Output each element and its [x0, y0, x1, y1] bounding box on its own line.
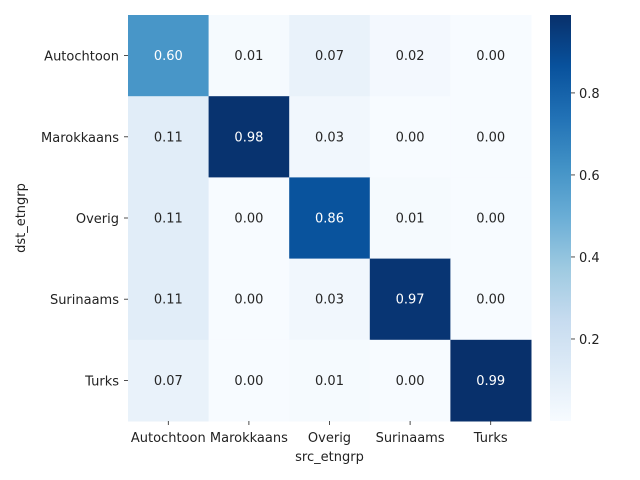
- heatmap-cell-label: 0.02: [396, 49, 425, 64]
- heatmap-cell: [450, 177, 532, 260]
- heatmap-cell-label: 0.01: [234, 49, 263, 64]
- y-tick-label: Overig: [76, 212, 119, 227]
- heatmap-cell-label: 0.11: [154, 293, 183, 308]
- heatmap-cell: [128, 96, 210, 178]
- x-tick-label: Surinaams: [376, 431, 445, 446]
- colorbar-tick-label: 0.2: [579, 333, 600, 348]
- heatmap-cell-label: 0.11: [154, 130, 183, 145]
- heatmap-cell: [450, 15, 532, 97]
- x-tick-label: Overig: [308, 431, 351, 446]
- colorbar-tick-label: 0.4: [579, 251, 600, 266]
- heatmap-cell-label: 0.99: [476, 374, 505, 389]
- heatmap-cell: [128, 177, 210, 260]
- heatmap-cell: [289, 177, 371, 260]
- heatmap-cell-label: 0.07: [154, 374, 183, 389]
- x-tick-label: Marokkaans: [210, 431, 288, 446]
- heatmap-cell: [289, 96, 371, 178]
- heatmap-cell: [369, 177, 451, 260]
- heatmap-cell: [289, 15, 371, 97]
- heatmap-cell: [128, 15, 210, 97]
- heatmap-cell-label: 0.97: [396, 293, 425, 308]
- heatmap-cell-label: 0.60: [154, 49, 183, 64]
- heatmap-cell-label: 0.07: [315, 49, 344, 64]
- x-tick-label: Turks: [473, 431, 508, 446]
- x-axis-ticks: Autochtoon Marokkaans Overig Surinaams Turks: [131, 421, 508, 446]
- y-tick-label: Autochtoon: [44, 50, 119, 65]
- heatmap-cell-label: 0.00: [476, 49, 505, 64]
- heatmap-cell-label: 0.00: [476, 130, 505, 145]
- heatmap-cell: [369, 339, 451, 422]
- heatmap-cell-label: 0.86: [315, 212, 344, 227]
- heatmap-cell-label: 0.01: [315, 374, 344, 389]
- heatmap-cell: [369, 15, 451, 97]
- heatmap-cell: [369, 96, 451, 178]
- heatmap-cell-label: 0.98: [234, 130, 263, 145]
- colorbar: 0.2 0.4 0.6 0.8: [550, 15, 600, 421]
- heatmap-cell-label: 0.00: [234, 212, 263, 227]
- heatmap-cell: [289, 258, 371, 341]
- heatmap-cell-label: 0.03: [315, 130, 344, 145]
- y-tick-label: Surinaams: [50, 293, 119, 308]
- heatmap-cell-label: 0.00: [396, 130, 425, 145]
- y-tick-label: Marokkaans: [41, 131, 119, 146]
- heatmap-cell: [208, 339, 290, 422]
- heatmap-cell: [450, 96, 532, 178]
- heatmap-cell-label: 0.00: [476, 293, 505, 308]
- heatmap-cell: [208, 96, 290, 178]
- y-axis-ticks: Autochtoon Marokkaans Overig Surinaams Turks: [41, 50, 128, 389]
- heatmap-cell: [450, 258, 532, 341]
- x-tick-label: Autochtoon: [131, 431, 206, 446]
- heatmap-cell-label: 0.00: [396, 374, 425, 389]
- heatmap-cell: [208, 177, 290, 260]
- heatmap-cell: [450, 339, 532, 422]
- colorbar-tick-label: 0.8: [579, 87, 600, 102]
- heatmap-cell-label: 0.00: [234, 374, 263, 389]
- heatmap-cell: [289, 339, 371, 422]
- heatmap-cells: 0.60 0.01 0.07 0.02 0.00 0.11 0.98 0.03 0.00 0.00…: [128, 15, 532, 422]
- y-tick-label: Turks: [84, 374, 119, 389]
- heatmap-cell-label: 0.01: [396, 212, 425, 227]
- colorbar-tick-label: 0.6: [579, 169, 600, 184]
- colorbar-gradient: [550, 15, 571, 421]
- heatmap-cell-label: 0.00: [234, 293, 263, 308]
- heatmap-cell: [128, 258, 210, 341]
- heatmap-cell-label: 0.00: [476, 212, 505, 227]
- heatmap-cell-label: 0.03: [315, 293, 344, 308]
- heatmap-cell: [369, 258, 451, 341]
- x-axis-title: src_etngrp: [295, 450, 364, 465]
- heatmap-cell: [208, 15, 290, 97]
- heatmap-cell: [128, 339, 210, 422]
- heatmap-cell: [208, 258, 290, 341]
- heatmap-cell-label: 0.11: [154, 212, 183, 227]
- y-axis-title: dst_etngrp: [14, 183, 29, 253]
